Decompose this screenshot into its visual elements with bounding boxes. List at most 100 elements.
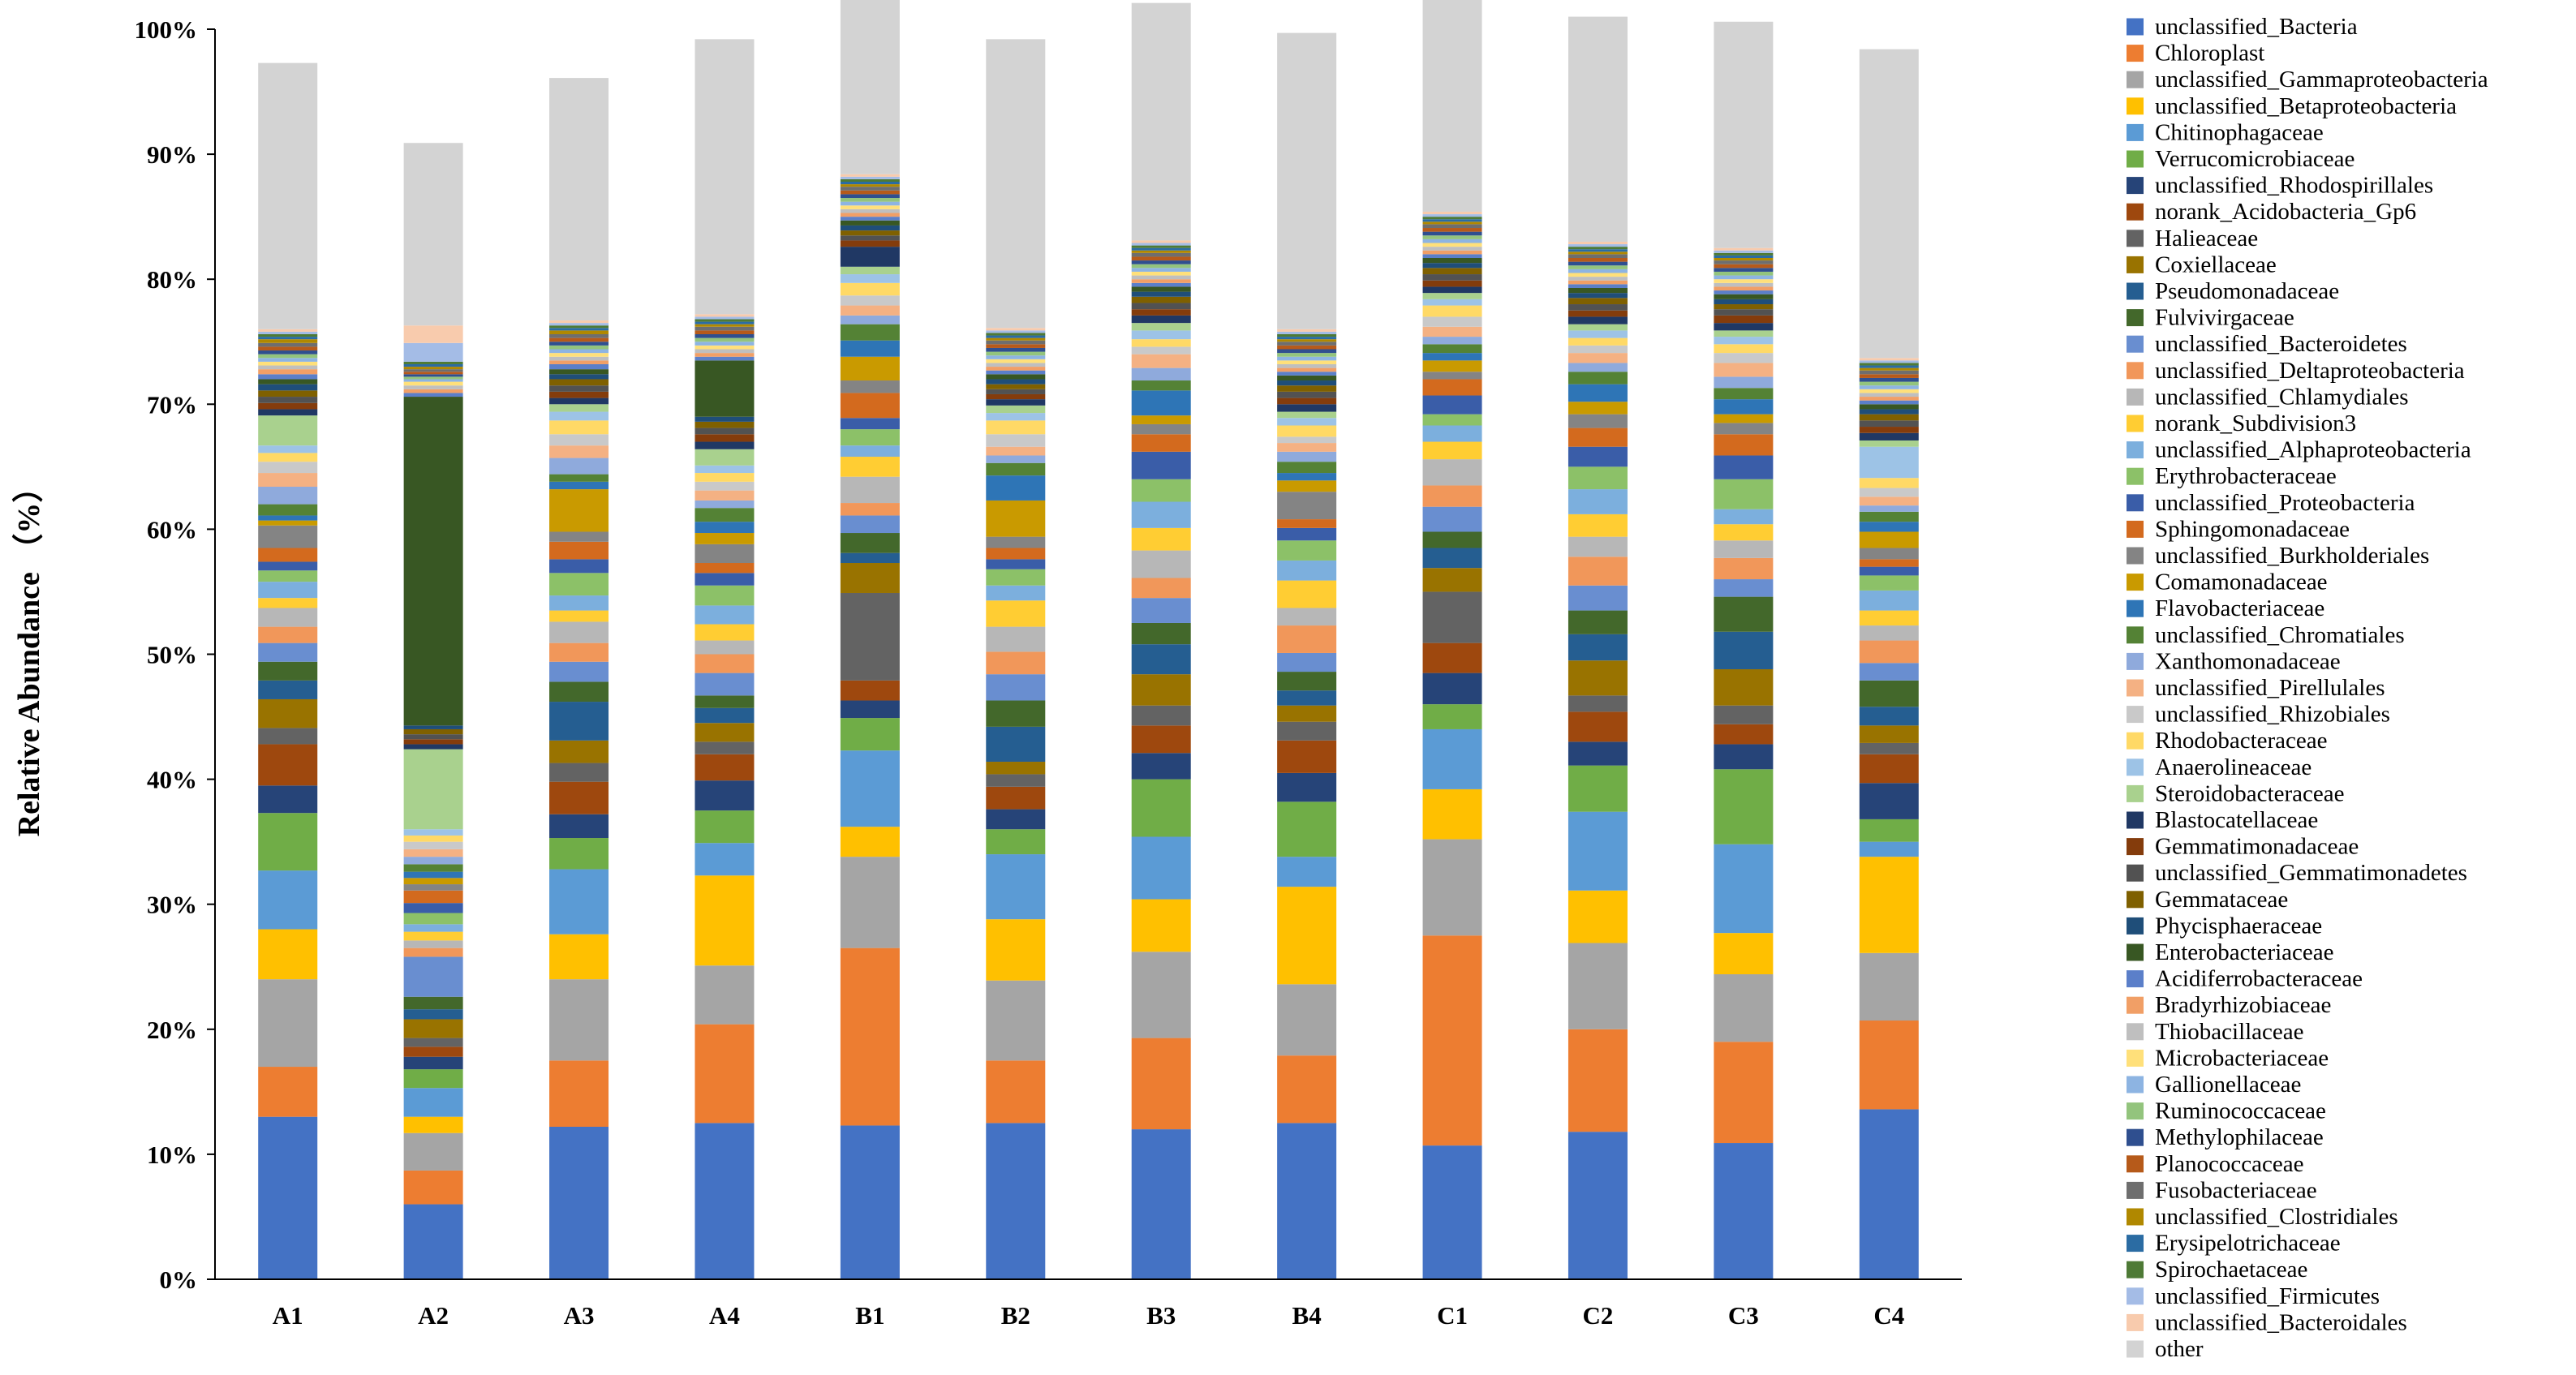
bar-segment (1277, 380, 1337, 386)
bar-segment (549, 458, 609, 475)
legend-swatch (2127, 784, 2144, 802)
bar-segment (1422, 238, 1482, 243)
bar-segment (1714, 524, 1774, 541)
legend-swatch (2127, 1049, 2144, 1067)
bar-segment (1859, 446, 1919, 479)
bar-segment (549, 814, 609, 839)
bar-segment (549, 934, 609, 980)
bar-segment (258, 680, 318, 699)
bar-segment (258, 785, 318, 814)
bar-segment (1859, 566, 1919, 576)
legend-swatch (2127, 547, 2144, 565)
bar-segment (549, 489, 609, 532)
bar-segment (986, 548, 1046, 560)
bar-segment (1422, 642, 1482, 673)
bar-segment (1277, 625, 1337, 653)
legend-item: Planococcaceae (2127, 1151, 2304, 1177)
bar-segment (1422, 337, 1482, 345)
bar-segment (403, 1132, 463, 1171)
bar-segment (986, 328, 1046, 331)
bar-segment (1714, 479, 1774, 509)
bar-segment (1568, 811, 1628, 891)
x-tick-label: C3 (1728, 1301, 1759, 1330)
bar-segment (1422, 531, 1482, 548)
bar-segment (1277, 480, 1337, 492)
bar-segment (258, 698, 318, 728)
bar-segment (1859, 610, 1919, 626)
bar-segment (840, 552, 900, 564)
legend-swatch (2127, 362, 2144, 380)
legend-swatch (2127, 18, 2144, 36)
legend: unclassified_BacteriaChloroplastunclassi… (2127, 14, 2488, 1362)
bar-segment (695, 544, 755, 564)
legend-item: Methylophilaceae (2127, 1124, 2324, 1150)
bar-segment (1131, 836, 1191, 900)
bar-segment (695, 342, 755, 346)
bar-segment (1131, 271, 1191, 276)
bar-segment (1568, 280, 1628, 285)
bar-segment (549, 78, 609, 321)
bar-segment (1568, 298, 1628, 305)
bar-segment (1277, 391, 1337, 398)
legend-label: Planococcaceae (2155, 1151, 2304, 1177)
bar-segment (1422, 326, 1482, 337)
bar-segment (1422, 379, 1482, 396)
bar-segment (695, 672, 755, 696)
bar-segment (1714, 271, 1774, 276)
bar-segment (1714, 258, 1774, 261)
bar-segment (1422, 293, 1482, 299)
legend-label: unclassified_Chromatiales (2155, 622, 2405, 648)
bar-segment (1422, 250, 1482, 255)
bar-segment (1859, 49, 1919, 359)
bar-segment (1714, 247, 1774, 251)
bar-segment (986, 337, 1046, 341)
bar-segment (1568, 536, 1628, 557)
bar-stack-C3 (1714, 21, 1774, 1279)
bar-segment (403, 1088, 463, 1117)
bar-segment (840, 247, 900, 267)
bar-segment (1714, 1143, 1774, 1279)
bar-segment (1131, 268, 1191, 272)
bar-segment (986, 569, 1046, 586)
bar-segment (403, 342, 463, 362)
legend-label: Coxiellaceae (2155, 251, 2277, 277)
bar-segment (1568, 695, 1628, 712)
bar-segment (1277, 540, 1337, 561)
legend-swatch (2127, 1208, 2144, 1226)
y-tick-label: 40% (147, 766, 197, 794)
bar-segment (695, 334, 755, 338)
legend-label: Bradyrhizobiaceae (2155, 992, 2331, 1018)
bar-segment (403, 996, 463, 1010)
legend-swatch (2127, 467, 2144, 485)
bar-segment (1131, 725, 1191, 754)
bar-segment (1422, 274, 1482, 281)
legend-item: Thiobacillaceae (2127, 1019, 2304, 1045)
bar-segment (1131, 674, 1191, 706)
legend-swatch (2127, 811, 2144, 829)
bar-segment (1131, 423, 1191, 435)
x-tick-label: C2 (1583, 1301, 1614, 1330)
bar-segment (1568, 1132, 1628, 1279)
legend-label: Gemmatimonadaceae (2155, 834, 2359, 860)
bar-segment (1859, 358, 1919, 361)
bar-segment (403, 884, 463, 891)
legend-swatch (2127, 150, 2144, 168)
bar-segment (1131, 303, 1191, 310)
bar-segment (1568, 634, 1628, 661)
bar-segment (1714, 557, 1774, 580)
bar-segment (258, 929, 318, 980)
bar-segment (549, 334, 609, 338)
bar-segment (1131, 286, 1191, 292)
bar-segment (1131, 390, 1191, 416)
bar-segment (403, 393, 463, 397)
bar-segment (1859, 393, 1919, 397)
bar-segment (1131, 550, 1191, 578)
bar-segment (1859, 381, 1919, 386)
legend-label: unclassified_Betaproteobacteria (2155, 93, 2457, 119)
bar-segment (1277, 560, 1337, 581)
bar-segment (1277, 1055, 1337, 1124)
bar-segment (1131, 296, 1191, 303)
bar-segment (695, 707, 755, 724)
bar-segment (1714, 579, 1774, 597)
bar-segment (258, 642, 318, 662)
